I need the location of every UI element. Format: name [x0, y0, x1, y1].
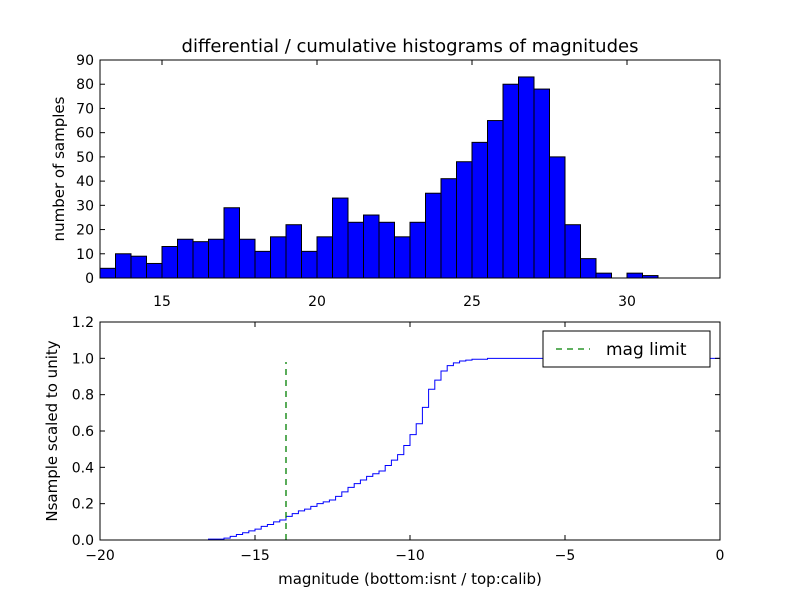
x-tick-label: 30 — [618, 294, 636, 310]
histogram-bar — [363, 214, 380, 279]
histogram-bar — [332, 197, 349, 279]
y-tick-label: 1.2 — [72, 315, 94, 331]
histogram-panel: 15 20 25 30 0 10 20 30 40 50 60 70 80 90 number of sa… — [50, 53, 721, 310]
histogram-bar — [471, 141, 488, 279]
histogram-bar — [533, 88, 550, 279]
cumulative-ticks: −20 −15 −10 −5 0 0.0 0.2 0.4 0.6 0.8 1.0 1.2 — [72, 315, 725, 564]
cumulative-lines — [100, 357, 721, 541]
x-tick-label: −5 — [555, 548, 576, 564]
histogram-bar — [564, 224, 581, 279]
histogram-bar — [409, 221, 426, 279]
histogram-bar — [177, 238, 194, 279]
histogram-bar — [378, 221, 395, 279]
histogram-bar — [192, 241, 209, 279]
y-tick-label: 20 — [76, 223, 94, 239]
histogram-bar — [580, 258, 597, 279]
histogram-bar — [425, 192, 442, 279]
histogram-bar — [285, 224, 302, 279]
histogram-ylabel: number of samples — [50, 96, 68, 241]
x-tick-label: 20 — [308, 294, 326, 310]
histogram-bar — [115, 253, 132, 279]
histogram-bar — [161, 246, 178, 279]
histogram-bar — [595, 272, 612, 279]
cumulative-ylabel: Nsample scaled to unity — [43, 340, 61, 521]
y-tick-label: 40 — [76, 174, 94, 190]
x-tick-label: 25 — [463, 294, 481, 310]
histogram-bar — [518, 76, 535, 279]
histogram-bar — [394, 236, 411, 279]
y-tick-label: 30 — [76, 198, 94, 214]
y-tick-label: 0.6 — [72, 424, 94, 440]
histogram-bar — [208, 238, 225, 279]
figure-title: differential / cumulative histograms of … — [182, 36, 639, 57]
cumulative-xlabel: magnitude (bottom:isnt / top:calib) — [278, 570, 542, 588]
histogram-bar — [456, 161, 473, 279]
legend-label-mag-limit: mag limit — [606, 340, 687, 360]
y-tick-label: 0.2 — [72, 497, 94, 513]
histogram-bar — [99, 267, 116, 279]
histogram-bar — [316, 236, 333, 279]
y-tick-label: 10 — [76, 247, 94, 263]
histogram-bar — [254, 250, 271, 279]
y-tick-label: 60 — [76, 126, 94, 142]
y-tick-label: 0.8 — [72, 388, 94, 404]
histogram-bar — [270, 236, 287, 279]
y-tick-label: 90 — [76, 53, 94, 69]
histogram-bar — [626, 272, 643, 279]
y-tick-label: 50 — [76, 150, 94, 166]
histogram-bar — [130, 255, 147, 279]
histogram-bar — [146, 262, 163, 279]
histogram-bar — [301, 250, 318, 279]
histogram-bar — [487, 120, 504, 279]
y-tick-label: 0.4 — [72, 460, 94, 476]
histogram-bars — [99, 76, 659, 279]
x-tick-label: −10 — [395, 548, 425, 564]
histogram-bar — [549, 156, 566, 279]
legend: mag limit — [542, 330, 711, 368]
histogram-bar — [239, 238, 256, 279]
x-tick-label: −15 — [240, 548, 270, 564]
y-tick-label: 80 — [76, 77, 94, 93]
y-tick-label: 70 — [76, 101, 94, 117]
y-tick-label: 0 — [85, 271, 94, 287]
histogram-bar — [223, 207, 240, 279]
cumulative-step-line — [100, 357, 721, 541]
histogram-bar — [347, 221, 364, 279]
y-tick-label: 0.0 — [72, 533, 94, 549]
histogram-bar — [502, 83, 519, 279]
histogram-axes-frame — [99, 59, 721, 279]
x-tick-label: 15 — [153, 294, 171, 310]
x-tick-label: 0 — [716, 548, 725, 564]
y-tick-label: 1.0 — [72, 351, 94, 367]
histogram-bar — [440, 178, 457, 279]
cumulative-panel: −20 −15 −10 −5 0 0.0 0.2 0.4 0.6 0.8 1.0 1.2 magnit… — [43, 315, 724, 588]
histogram-ticks: 15 20 25 30 0 10 20 30 40 50 60 70 80 90 — [76, 53, 720, 310]
x-tick-label: −20 — [85, 548, 115, 564]
